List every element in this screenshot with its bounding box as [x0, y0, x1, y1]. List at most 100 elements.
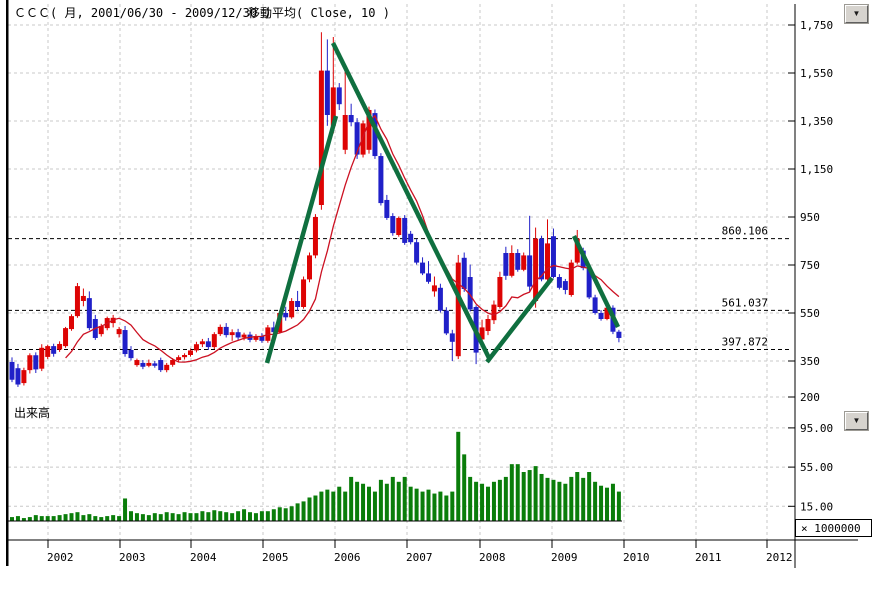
volume-bar: [563, 483, 568, 521]
candle-body: [336, 87, 342, 105]
candle-2008/08: [521, 252, 527, 272]
candle-2007/03: [420, 257, 426, 276]
candle-body: [437, 287, 443, 311]
volume-bar: [408, 486, 413, 521]
candle-2008/05: [503, 246, 509, 280]
volume-bar: [87, 514, 92, 521]
candle-2001/08: [21, 367, 27, 386]
year-label: 2005: [262, 551, 289, 564]
volume-bar: [319, 491, 324, 521]
candle-body: [390, 216, 396, 234]
candle-2004/01: [193, 341, 199, 353]
candle-body: [509, 253, 515, 276]
volume-bar: [51, 516, 56, 521]
volume-bar: [551, 479, 556, 521]
volume-bar: [27, 517, 32, 521]
candle-body: [217, 326, 223, 335]
candle-2004/06: [223, 323, 229, 338]
volume-bar: [361, 483, 366, 521]
candle-body: [69, 316, 74, 330]
volume-bar: [468, 476, 473, 521]
candle-2001/12: [45, 344, 51, 360]
volume-bar: [301, 501, 306, 521]
volume-bar: [236, 511, 241, 521]
volume-bar: [170, 513, 175, 521]
year-label: 2003: [119, 551, 146, 564]
candle-2008/04: [497, 271, 503, 309]
volume-bar: [140, 514, 145, 521]
candle-body: [545, 243, 550, 280]
candle-2005/11: [324, 39, 330, 126]
candle-body: [562, 281, 568, 290]
candle-2006/11: [396, 216, 402, 237]
volume-tick-label: 55.00: [800, 461, 833, 474]
candle-body: [307, 255, 312, 280]
price-pane-dropdown-button[interactable]: ▼: [845, 5, 868, 23]
candle-2003/12: [188, 348, 193, 357]
candle-2008/07: [515, 249, 521, 272]
volume-bar: [533, 466, 538, 521]
candle-2003/04: [140, 360, 146, 370]
candle-2005/06: [295, 290, 301, 312]
candle-body: [57, 343, 63, 350]
candle-2008/02: [485, 314, 491, 336]
candle-body: [366, 109, 372, 150]
candle-2009/02: [556, 274, 562, 290]
candle-2008/12: [545, 219, 550, 281]
volume-bar: [503, 476, 508, 521]
candle-2009/03: [562, 278, 568, 295]
candle-2008/09: [527, 215, 533, 292]
candle-2003/06: [152, 361, 158, 368]
volume-bar: [105, 516, 110, 521]
candle-body: [455, 262, 461, 357]
candle-body: [604, 307, 610, 319]
year-label: 2007: [406, 551, 433, 564]
candle-body: [39, 347, 45, 369]
volume-bar: [295, 503, 300, 521]
candle-body: [402, 217, 408, 243]
volume-bar: [212, 510, 217, 521]
volume-bar: [587, 472, 592, 521]
candle-body: [491, 304, 497, 321]
candle-body: [253, 336, 259, 340]
candle-body: [152, 363, 158, 366]
candle-body: [312, 217, 318, 256]
candle-2005/10: [318, 32, 324, 210]
volume-bar: [15, 516, 20, 521]
candle-2004/09: [241, 332, 247, 341]
candle-2004/05: [217, 324, 223, 337]
candle-2002/01: [51, 343, 57, 357]
volume-multiplier-label: × 1000000: [801, 521, 861, 535]
candle-2007/08: [449, 329, 455, 361]
volume-bar: [259, 511, 264, 521]
price-tick-label: 950: [800, 211, 820, 224]
candle-2006/08: [378, 153, 384, 206]
candle-2008/06: [509, 245, 515, 278]
candle-2001/11: [39, 344, 45, 372]
volume-bar: [146, 515, 151, 521]
horizontal-analysis-lines: [8, 238, 791, 351]
candle-body: [408, 233, 414, 243]
candle-2002/05: [74, 283, 80, 318]
volume-bar: [480, 483, 485, 521]
candle-body: [86, 298, 92, 329]
candle-body: [568, 262, 574, 295]
year-label: 2002: [47, 551, 74, 564]
candle-body: [45, 346, 51, 357]
candle-body: [211, 334, 217, 348]
volume-bar: [456, 431, 461, 521]
candle-2009/12: [616, 329, 622, 343]
candle-body: [15, 368, 21, 385]
candle-2007/05: [431, 276, 437, 297]
volume-pane-dropdown-button[interactable]: ▼: [845, 412, 868, 430]
candle-body: [176, 357, 182, 361]
trend-line-up: [485, 276, 554, 364]
candle-2003/08: [164, 362, 170, 373]
volume-bar: [569, 476, 574, 521]
candle-2002/02: [57, 341, 63, 352]
candle-body: [354, 122, 360, 155]
candle-body: [116, 329, 122, 335]
volume-bar: [616, 491, 621, 521]
candle-body: [342, 115, 348, 150]
